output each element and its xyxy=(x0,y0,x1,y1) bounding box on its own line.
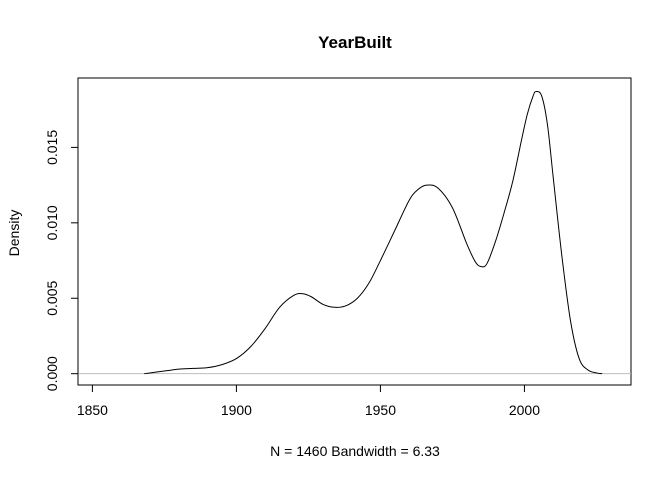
chart-title: YearBuilt xyxy=(318,33,392,52)
y-axis-label: Density xyxy=(6,210,22,257)
y-tick-label: 0.000 xyxy=(44,356,60,391)
y-tick-label: 0.010 xyxy=(44,205,60,240)
x-tick-label: 1850 xyxy=(77,402,108,418)
x-tick-label: 1950 xyxy=(365,402,396,418)
y-tick-label: 0.015 xyxy=(44,130,60,165)
plot-frame xyxy=(77,77,632,386)
density-curve xyxy=(144,91,603,375)
x-axis-label: N = 1460 Bandwidth = 6.33 xyxy=(270,443,440,459)
x-tick-label: 1900 xyxy=(221,402,252,418)
x-tick-label: 2000 xyxy=(509,402,540,418)
y-tick-label: 0.005 xyxy=(44,281,60,316)
